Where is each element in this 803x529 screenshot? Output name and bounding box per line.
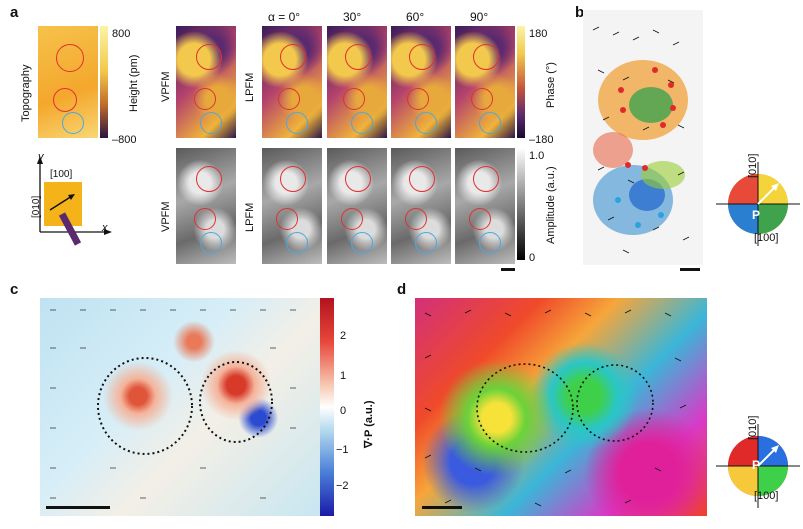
phase-colorbar (517, 26, 525, 138)
polarization-map-b-svg (592, 26, 690, 254)
scale-bar-c (46, 506, 110, 509)
wheel-b-top-label: [010] (747, 153, 759, 178)
divergence-map-c-svg (50, 309, 296, 499)
axis-x-label: x (102, 222, 108, 234)
div-tick-1: 1 (340, 370, 347, 382)
height-title: Height (pm) (128, 54, 140, 112)
axis-y-label: y (38, 151, 44, 163)
phase-max: 180 (529, 28, 548, 40)
vpfm-phase-label: VPFM (160, 71, 172, 102)
amplitude-colorbar (517, 148, 525, 260)
panel-label-b: b (575, 4, 585, 21)
wheel-d-right-label: [100] (754, 490, 779, 502)
color-wheel-b (716, 162, 800, 246)
lpfm-phase-60-image (391, 26, 451, 138)
div-tick-0: 0 (340, 405, 347, 417)
lpfm-phase-label: LPFM (244, 72, 256, 102)
scale-bar-b (680, 268, 700, 271)
divergence-colorbar (320, 298, 334, 516)
angle-0: α = 0° (268, 10, 301, 24)
polarization-map-d (415, 298, 707, 516)
angle-30: 30° (343, 10, 362, 24)
wheel-b-center-label: P (752, 208, 761, 222)
div-tick-2: 2 (340, 330, 347, 342)
vpfm-phase-image (176, 26, 236, 138)
amplitude-max: 1.0 (529, 150, 545, 162)
lpfm-amplitude-30-image (327, 148, 387, 264)
panel-label-a: a (10, 4, 19, 21)
scale-bar-d (422, 506, 462, 509)
wheel-b-right-label: [100] (754, 232, 779, 244)
divergence-title: ∇·P (a.u.) (363, 400, 375, 449)
height-min: –800 (112, 134, 137, 146)
wheel-d-top-label: [010] (747, 415, 759, 440)
lpfm-phase-30-image (327, 26, 387, 138)
angle-60: 60° (406, 10, 425, 24)
wheel-d-center-label: P (752, 458, 761, 472)
panel-label-c: c (10, 281, 19, 298)
lpfm-amplitude-label: LPFM (244, 202, 256, 232)
divergence-map-c (40, 298, 320, 516)
polarization-map-d-svg (424, 309, 687, 507)
div-tick-neg1: −1 (336, 444, 349, 456)
scale-bar-a (501, 268, 515, 271)
lpfm-amplitude-60-image (391, 148, 451, 264)
crystal-axes-inset (37, 156, 112, 246)
color-wheel-d (716, 424, 800, 508)
lpfm-amplitude-90-image (455, 148, 515, 264)
lpfm-phase-90-image (455, 26, 515, 138)
height-colorbar (100, 26, 108, 138)
topography-image (38, 26, 98, 138)
topography-label: Topography (20, 64, 32, 123)
vpfm-amplitude-label: VPFM (160, 201, 172, 232)
panel-label-d: d (397, 281, 407, 298)
vpfm-amplitude-image (176, 148, 236, 264)
div-tick-neg2: −2 (336, 480, 349, 492)
phase-min: –180 (529, 134, 554, 146)
axis-dir-010: [010] (31, 195, 42, 218)
phase-title: Phase (°) (545, 62, 557, 108)
polarization-map-b (583, 10, 703, 265)
lpfm-phase-0-image (262, 26, 322, 138)
amplitude-min: 0 (529, 252, 536, 264)
amplitude-title: Amplitude (a.u.) (545, 166, 557, 244)
lpfm-amplitude-0-image (262, 148, 322, 264)
angle-90: 90° (470, 10, 489, 24)
axis-dir-100: [100] (50, 169, 73, 180)
height-max: 800 (112, 28, 131, 40)
